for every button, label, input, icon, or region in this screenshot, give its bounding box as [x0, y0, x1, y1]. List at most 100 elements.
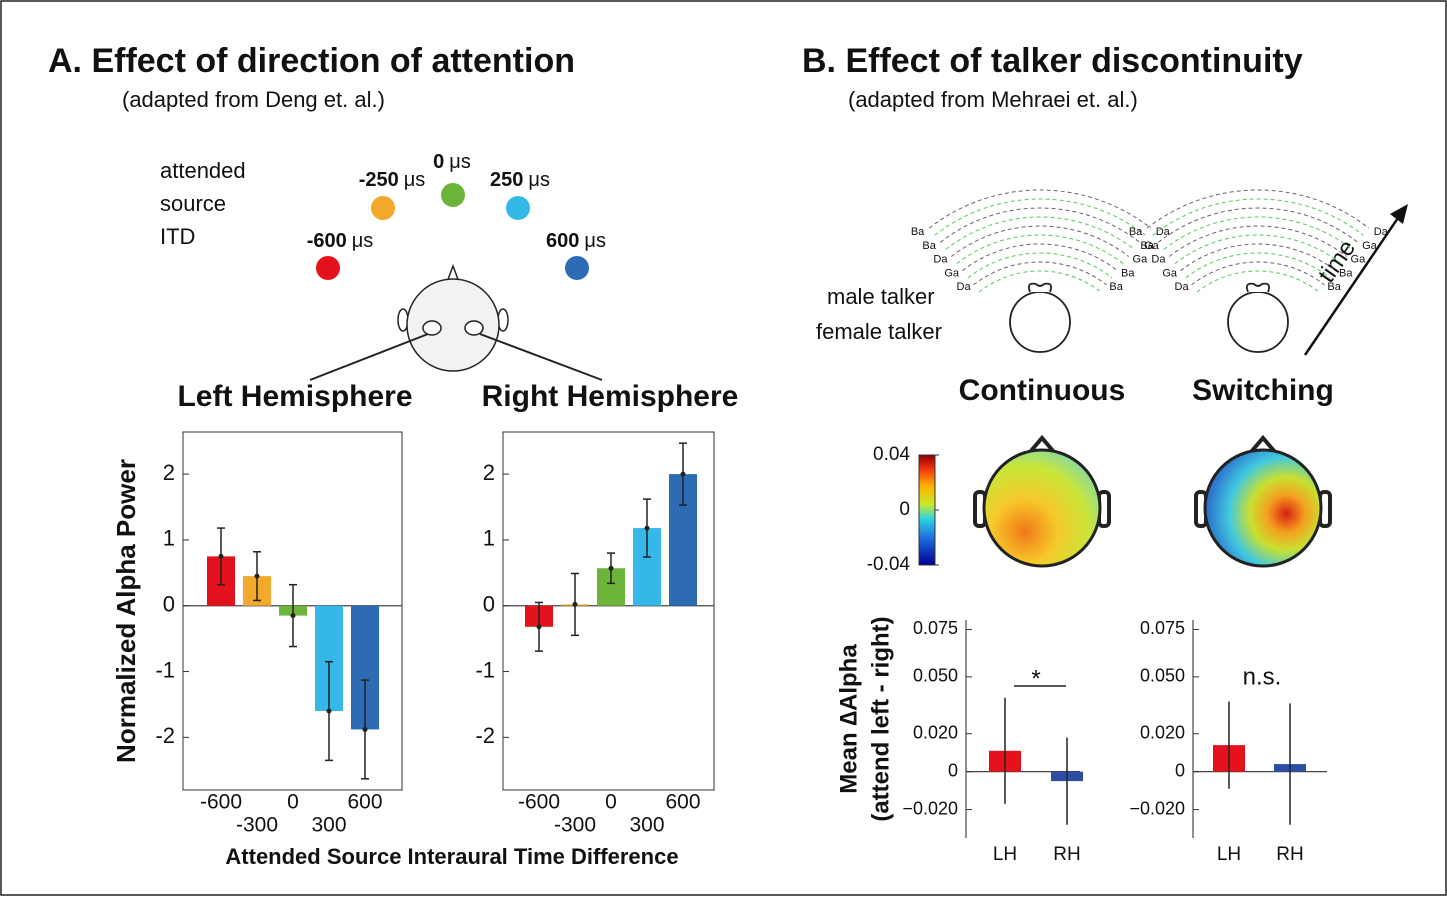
stream-arc — [934, 198, 1146, 236]
x-tick-label: 0 — [287, 791, 299, 814]
syllable: Ba — [1129, 226, 1143, 238]
x-tick-label: RH — [1053, 844, 1080, 865]
colorbar-tick-label: 0.04 — [873, 444, 910, 465]
syllable: Da — [933, 254, 948, 266]
y-tick-label: 0 — [1175, 760, 1185, 780]
syllable: Ga — [944, 267, 960, 279]
y-tick-label: 1 — [163, 526, 175, 551]
y-tick-label: -2 — [475, 723, 495, 748]
syllable: Da — [1151, 254, 1166, 266]
unit: μs — [404, 169, 426, 191]
stream-arc — [973, 261, 1107, 286]
syllable: Da — [1374, 226, 1389, 238]
unit: μs — [584, 230, 606, 252]
panel-title: A. Effect of direction of attention — [48, 42, 575, 80]
y-tick-label: 0.050 — [1140, 666, 1185, 686]
y-tick-label: 0.075 — [1140, 618, 1185, 638]
colorbar — [918, 454, 936, 566]
y-tick-label: 0.020 — [913, 722, 958, 742]
x-tick-label: LH — [1217, 844, 1241, 865]
mean-dot — [572, 601, 578, 607]
syllable: Ga — [1351, 254, 1367, 266]
x-tick-label: -600 — [518, 791, 560, 814]
plot-box — [502, 431, 715, 791]
syllable: Ba — [922, 240, 936, 252]
plot-box — [182, 431, 403, 791]
syllable: Da — [1156, 226, 1171, 238]
source-label: 600 μs — [546, 230, 606, 252]
annotation: * — [1031, 665, 1040, 692]
syllable: Ba — [1140, 240, 1154, 252]
stream-arc — [1196, 270, 1320, 293]
x-tick-label: -600 — [200, 791, 242, 814]
x-tick-label: -300 — [554, 814, 596, 837]
stream-arc — [1191, 261, 1325, 286]
syllable: Ba — [1121, 267, 1135, 279]
mean-dot — [326, 708, 332, 714]
chart-title: Right Hemisphere — [482, 380, 739, 413]
mean-dot — [536, 624, 542, 630]
panel-title: B. Effect of talker discontinuity — [802, 42, 1303, 80]
small-heads — [1009, 282, 1289, 353]
x-tick-label: 0 — [605, 791, 617, 814]
y-tick-label: -1 — [475, 657, 495, 682]
stream-arc — [1185, 252, 1331, 279]
y-tick-label: 0 — [163, 592, 175, 617]
x-tick-label: 600 — [347, 791, 382, 814]
y-tick-label: -2 — [155, 723, 175, 748]
syllable: Ga — [1144, 240, 1160, 252]
stream-arc — [1152, 198, 1364, 236]
mean-dot — [644, 525, 650, 531]
syllable: Ba — [1339, 267, 1353, 279]
legend-line: attended — [160, 158, 246, 183]
x-tick-label: 300 — [629, 814, 664, 837]
y-axis-label: Normalized Alpha Power — [111, 459, 141, 763]
colorbar-tick-label: -0.04 — [867, 554, 911, 575]
syllable: Ga — [1362, 240, 1378, 252]
syllable: Ba — [1327, 281, 1341, 293]
source-label: 0 μs — [433, 151, 471, 173]
colorbar-tick-label: 0 — [899, 499, 910, 520]
y-axis-label: Mean ∆Alpha — [835, 644, 862, 794]
source-dot — [565, 256, 589, 280]
stream-arc — [1180, 243, 1336, 272]
talker-label: female talker — [816, 319, 942, 344]
stream-arc — [978, 270, 1102, 293]
itd: 250 — [490, 169, 523, 191]
legend-line: source — [160, 191, 226, 216]
x-tick-label: LH — [993, 844, 1017, 865]
stream-arc — [939, 207, 1141, 243]
x-axis-label: Attended Source Interaural Time Differen… — [225, 844, 678, 869]
mean-dot — [608, 565, 614, 571]
legend-line: ITD — [160, 224, 195, 249]
y-tick-label: 0.050 — [913, 666, 958, 686]
head-diagram — [309, 263, 603, 381]
syllable: Ga — [1162, 267, 1178, 279]
itd: 0 — [433, 151, 444, 173]
x-tick-label: 300 — [311, 814, 346, 837]
time-arrow — [1303, 204, 1408, 356]
mean-dot — [362, 726, 368, 732]
y-tick-label: 0.020 — [1140, 722, 1185, 742]
y-tick-label: 2 — [163, 460, 175, 485]
x-tick-label: -300 — [236, 814, 278, 837]
source-dot — [506, 196, 530, 220]
y-tick-label: 0.075 — [913, 618, 958, 638]
chart-title: Left Hemisphere — [177, 380, 412, 413]
x-tick-label: 600 — [665, 791, 700, 814]
chart-title: Switching — [1192, 374, 1334, 407]
stream-arc — [1163, 216, 1353, 250]
stream-arc — [956, 234, 1124, 265]
y-tick-label: 1 — [483, 526, 495, 551]
stream-arc — [967, 252, 1113, 279]
syllable: Ba — [911, 226, 925, 238]
syllable: Da — [1175, 281, 1190, 293]
source-label: -250 μs — [359, 169, 426, 191]
unit: μs — [449, 151, 471, 173]
y-tick-label: −0.020 — [1129, 798, 1185, 818]
y-tick-label: −0.020 — [902, 798, 958, 818]
mean-dot — [218, 553, 224, 559]
source-label: -600 μs — [307, 230, 374, 252]
